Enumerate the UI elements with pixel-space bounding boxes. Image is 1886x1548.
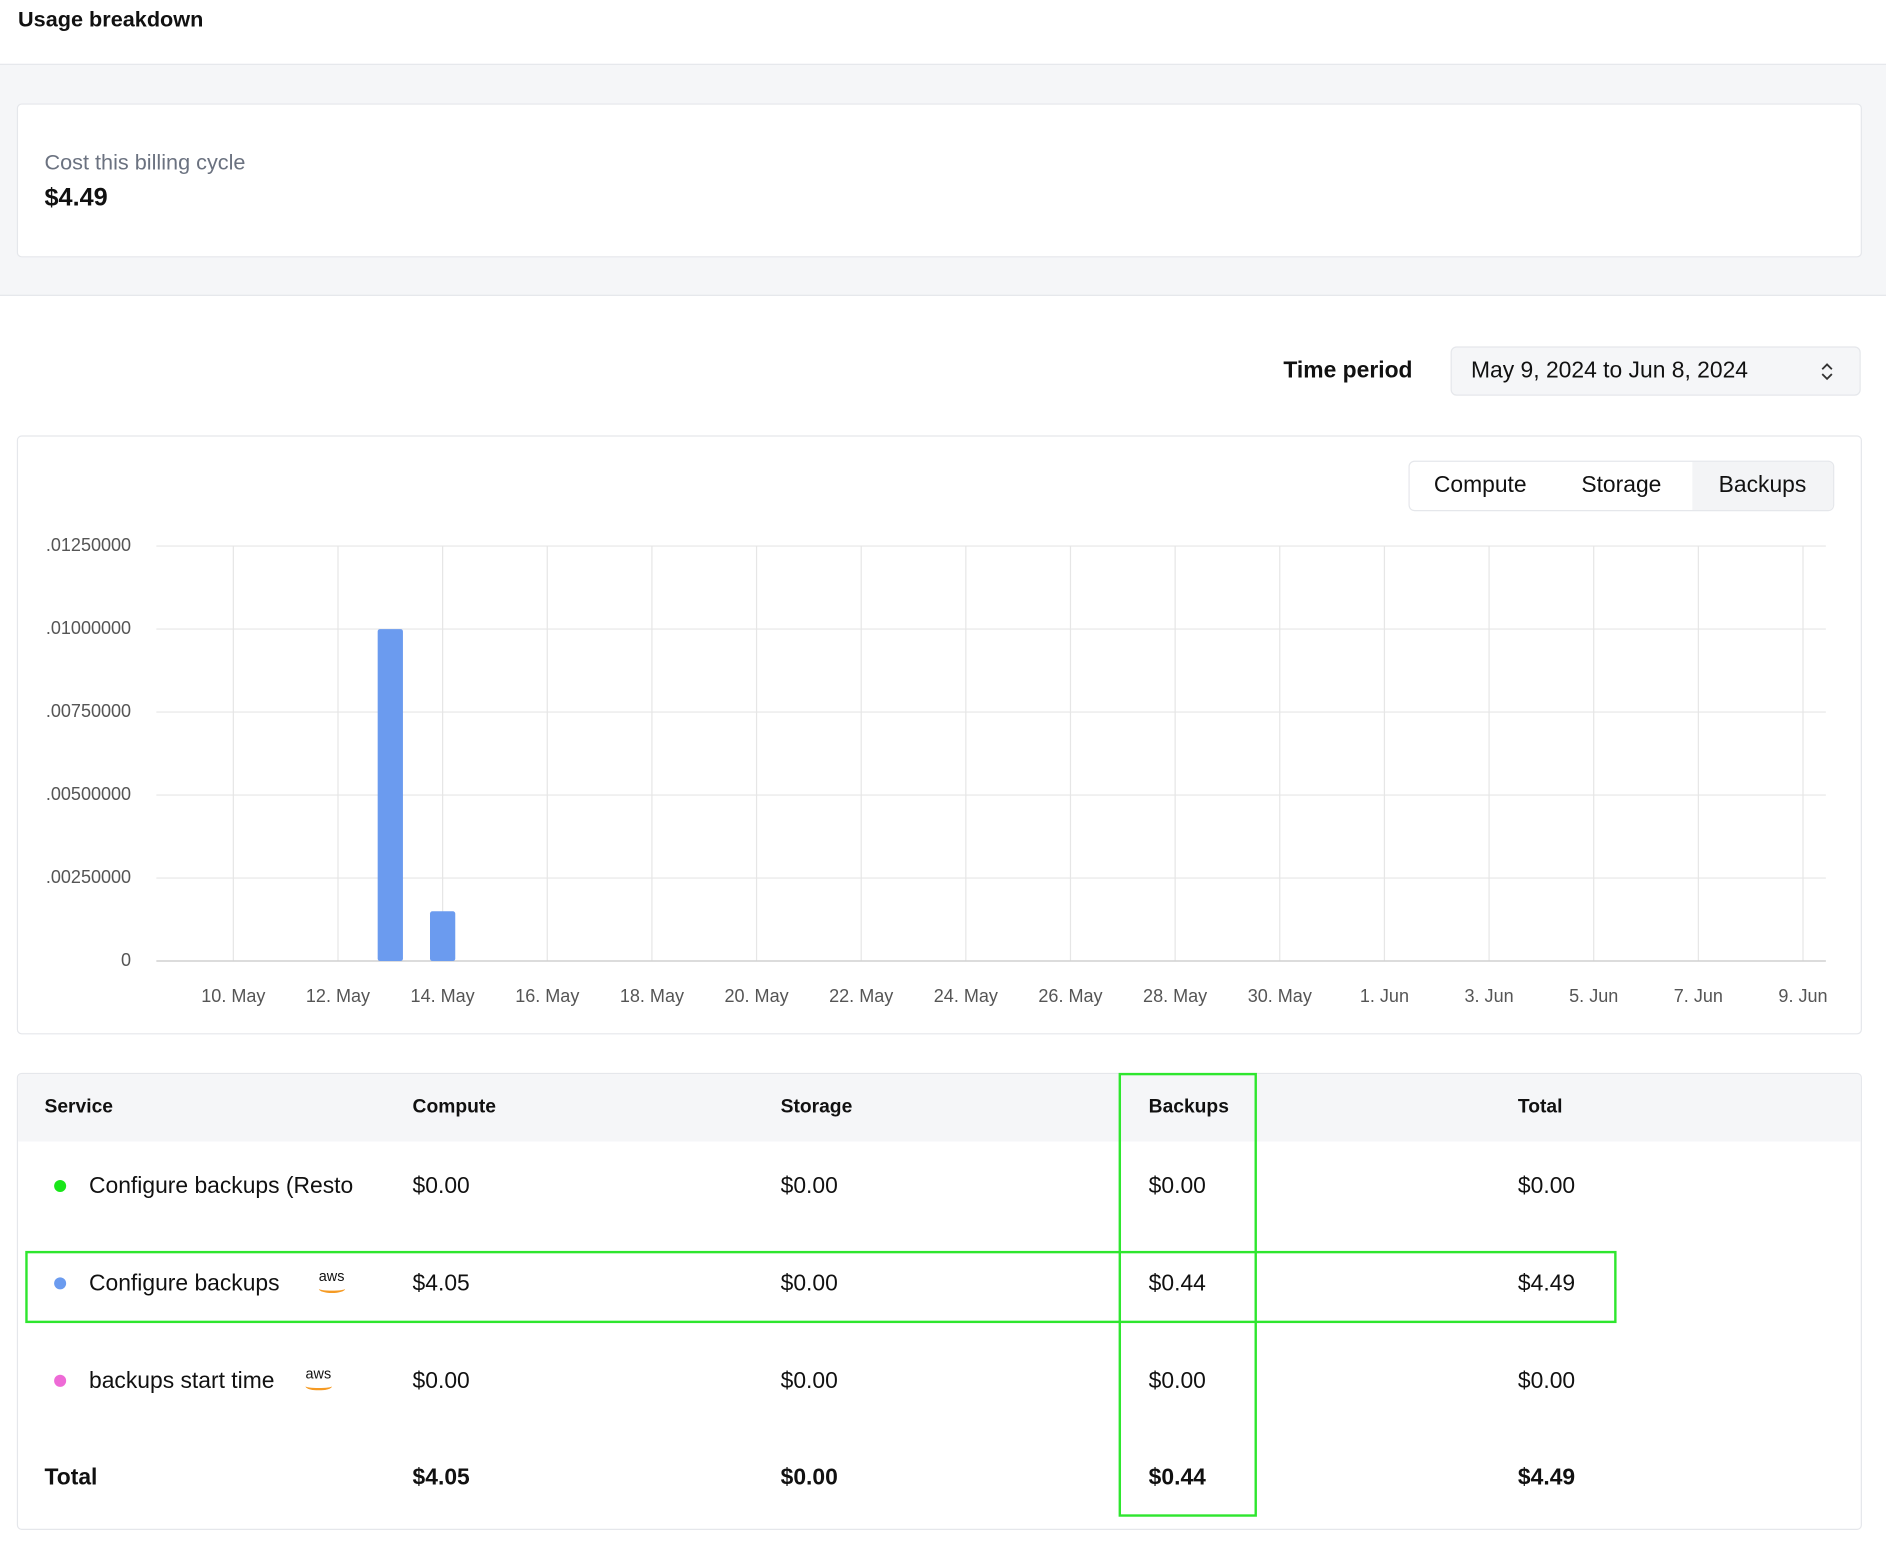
x-tick-label: 5. Jun — [1569, 986, 1618, 1006]
x-tick-label: 26. May — [1038, 986, 1102, 1006]
x-tick-label: 20. May — [724, 986, 788, 1006]
x-tick-label: 3. Jun — [1465, 986, 1514, 1006]
x-tick-label: 22. May — [829, 986, 893, 1006]
x-tick-label: 24. May — [934, 986, 998, 1006]
bar — [430, 911, 455, 961]
x-tick-label: 1. Jun — [1360, 986, 1409, 1006]
bar — [378, 629, 403, 961]
x-tick-label: 18. May — [620, 986, 684, 1006]
y-tick-label: .00500000 — [46, 784, 131, 804]
y-tick-label: .00750000 — [46, 701, 131, 721]
x-tick-label: 14. May — [411, 986, 475, 1006]
y-tick-label: 0 — [121, 950, 131, 970]
y-tick-label: .00250000 — [46, 867, 131, 887]
x-tick-label: 9. Jun — [1778, 986, 1827, 1006]
y-tick-label: .01250000 — [46, 535, 131, 555]
x-tick-label: 10. May — [201, 986, 265, 1006]
x-tick-label: 28. May — [1143, 986, 1207, 1006]
x-tick-label: 12. May — [306, 986, 370, 1006]
x-tick-label: 16. May — [515, 986, 579, 1006]
x-tick-label: 7. Jun — [1674, 986, 1723, 1006]
y-tick-label: .01000000 — [46, 618, 131, 638]
x-tick-label: 30. May — [1248, 986, 1312, 1006]
